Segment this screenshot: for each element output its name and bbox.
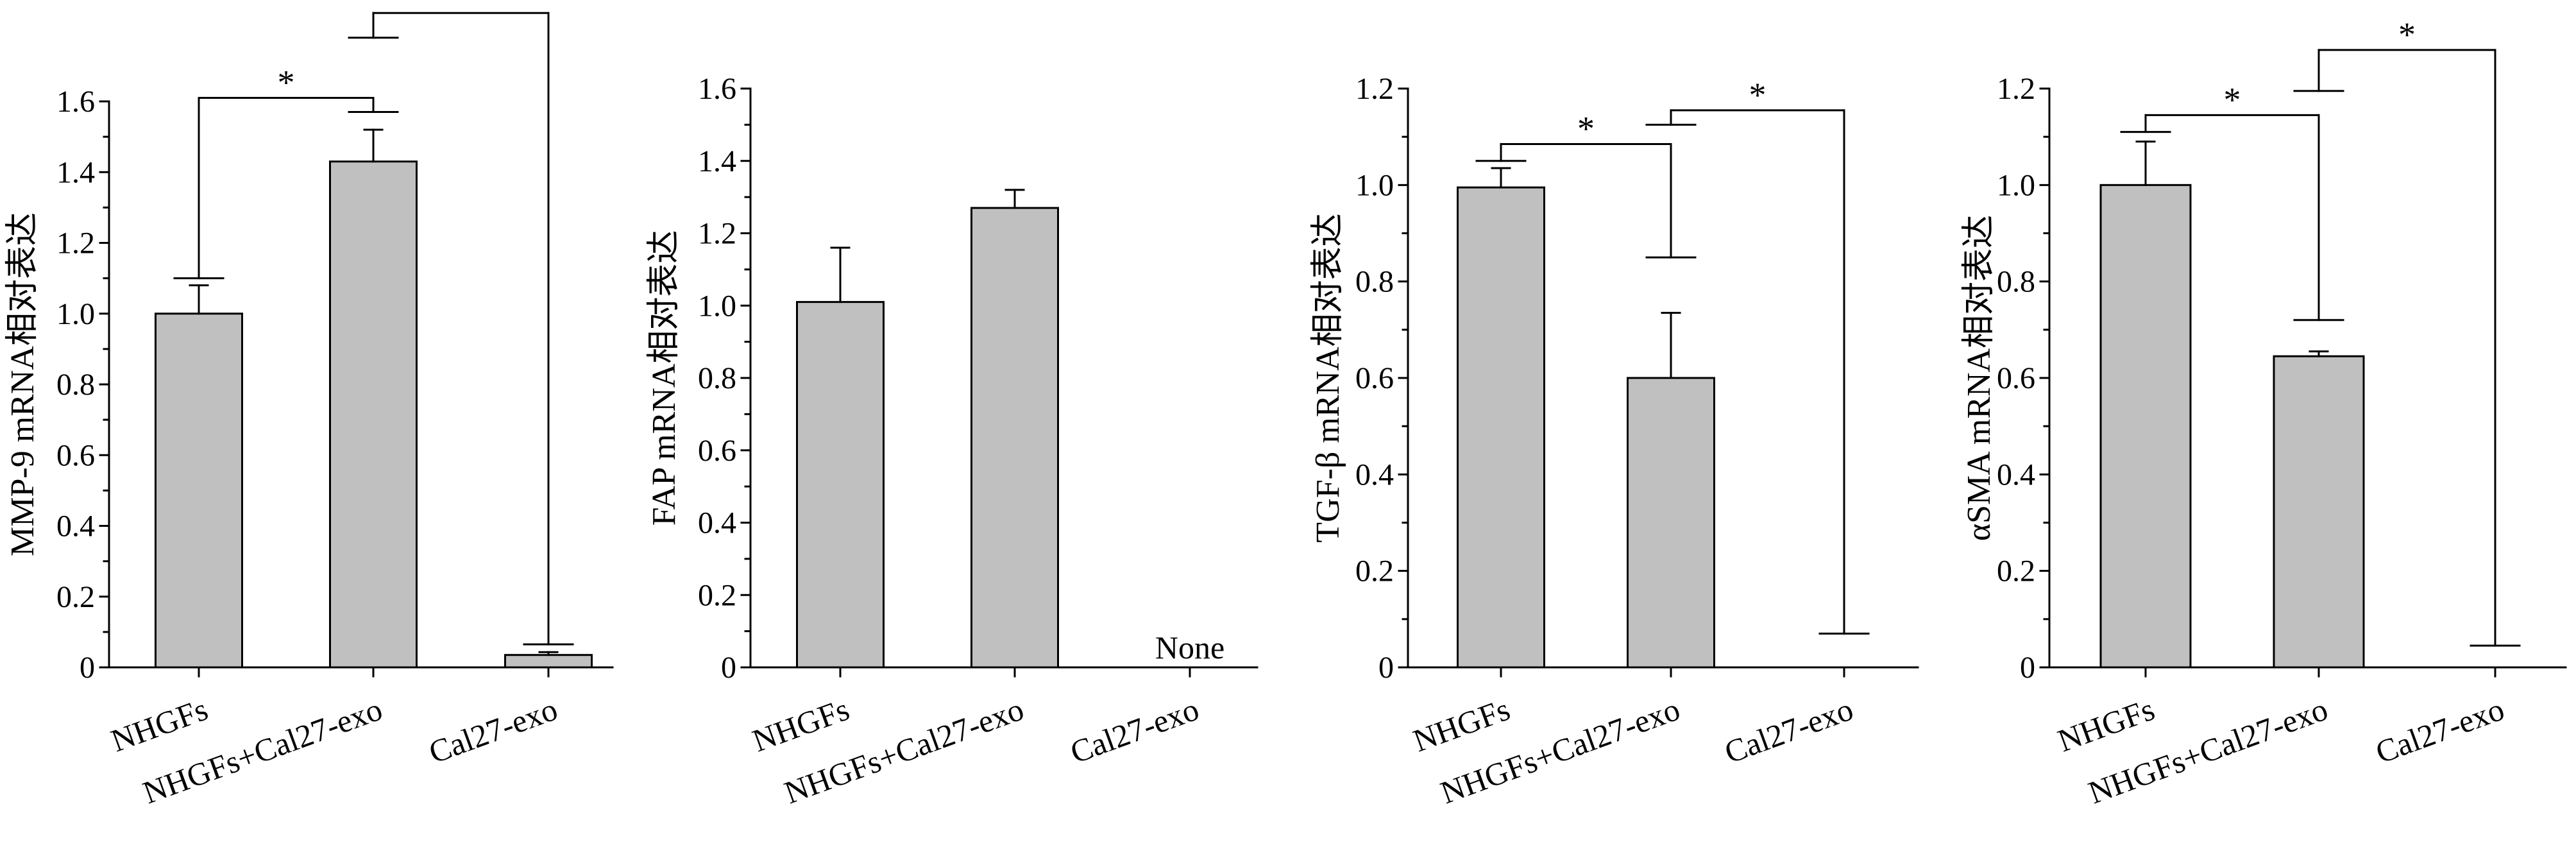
significance-star: * — [1577, 109, 1595, 148]
significance-star: * — [2224, 80, 2241, 119]
y-tick-label: 0.4 — [56, 510, 95, 544]
y-tick-label: 0.2 — [1355, 554, 1394, 588]
y-tick-label: 1.2 — [1355, 72, 1394, 106]
y-tick-label: 0.8 — [1997, 265, 2035, 299]
significance-star: * — [452, 0, 470, 17]
bar — [1457, 186, 1545, 669]
chart-panel-2: 0 0.2 0.4 0.6 0.8 1.0 1.2 1.4 1.6 FAP mRNA相对表达 NHG… — [646, 72, 1258, 810]
y-tick-label: 1.0 — [1997, 168, 2035, 202]
y-tick-label: 0.2 — [698, 578, 736, 612]
y-tick-label: 0.4 — [1355, 458, 1394, 492]
y-tick-label: 0.2 — [1997, 554, 2035, 588]
x-tick-label: NHGFs — [106, 691, 212, 759]
bar — [2099, 184, 2192, 669]
y-tick-label: 0 — [80, 651, 95, 685]
significance-bracket: * — [1645, 76, 1870, 635]
y-tick-label: 0.4 — [1997, 458, 2035, 492]
no-data-label: None — [1155, 629, 1224, 665]
bar — [504, 654, 593, 669]
y-tick-label: 1.2 — [1997, 72, 2035, 106]
bar — [796, 301, 885, 669]
chart-panel-1: 0 0.2 0.4 0.6 0.8 1.0 1.2 1.4 1.6 MMP-9 mRNA相对表达 N… — [4, 0, 614, 810]
y-tick-label: 1.6 — [698, 72, 736, 106]
x-tick-label: NHGFs — [1409, 691, 1514, 759]
significance-bracket: * — [2293, 15, 2521, 647]
y-tick-label: 1.4 — [56, 155, 95, 189]
y-tick-label: 1.2 — [698, 217, 736, 251]
y-tick-label: 0 — [721, 651, 736, 685]
y-axis-label: TGF-β mRNA相对表达 — [1310, 213, 1346, 542]
significance-bracket: * — [2120, 80, 2344, 321]
x-tick-label: NHGFs — [2053, 691, 2159, 759]
significance-bracket: * — [173, 63, 399, 280]
y-tick-label: 0.4 — [698, 506, 736, 540]
y-tick-label: 1.0 — [56, 297, 95, 331]
significance-star: * — [2398, 15, 2416, 54]
bar — [155, 313, 243, 669]
y-axis-label: αSMA mRNA相对表达 — [1961, 215, 1997, 541]
bar — [1627, 377, 1715, 669]
y-axis-label: MMP-9 mRNA相对表达 — [4, 212, 41, 556]
y-tick-label: 0.8 — [1355, 265, 1394, 299]
y-tick-label: 0.8 — [698, 361, 736, 395]
bar — [970, 207, 1059, 669]
significance-star: * — [278, 63, 295, 101]
y-tick-label: 1.2 — [56, 227, 95, 261]
y-tick-label: 0.6 — [1355, 361, 1394, 395]
x-tick-label: NHGFs — [748, 691, 854, 759]
y-tick-label: 0.6 — [698, 434, 736, 468]
significance-bracket: * — [1475, 109, 1697, 259]
y-tick-label: 0.8 — [56, 368, 95, 402]
y-tick-label: 1.4 — [698, 144, 736, 178]
x-tick-label: Cal27-exo — [424, 691, 562, 771]
bar — [329, 160, 418, 669]
y-tick-label: 0.6 — [1997, 361, 2035, 395]
y-tick-label: 1.0 — [698, 289, 736, 323]
y-tick-label: 1.0 — [1355, 168, 1394, 202]
significance-bracket: * — [348, 0, 574, 646]
x-tick-label: Cal27-exo — [1720, 691, 1858, 771]
y-tick-label: 0 — [2020, 651, 2035, 685]
significance-star: * — [1749, 76, 1767, 114]
y-axis-label: FAP mRNA相对表达 — [646, 230, 682, 526]
y-tick-label: 0 — [1378, 651, 1394, 685]
y-tick-label: 0.6 — [56, 438, 95, 472]
y-tick-label: 1.6 — [56, 85, 95, 119]
x-tick-label: Cal27-exo — [1065, 691, 1203, 771]
y-tick-label: 0.2 — [56, 580, 95, 614]
bar — [2273, 355, 2365, 669]
x-tick-label: Cal27-exo — [2371, 691, 2509, 771]
